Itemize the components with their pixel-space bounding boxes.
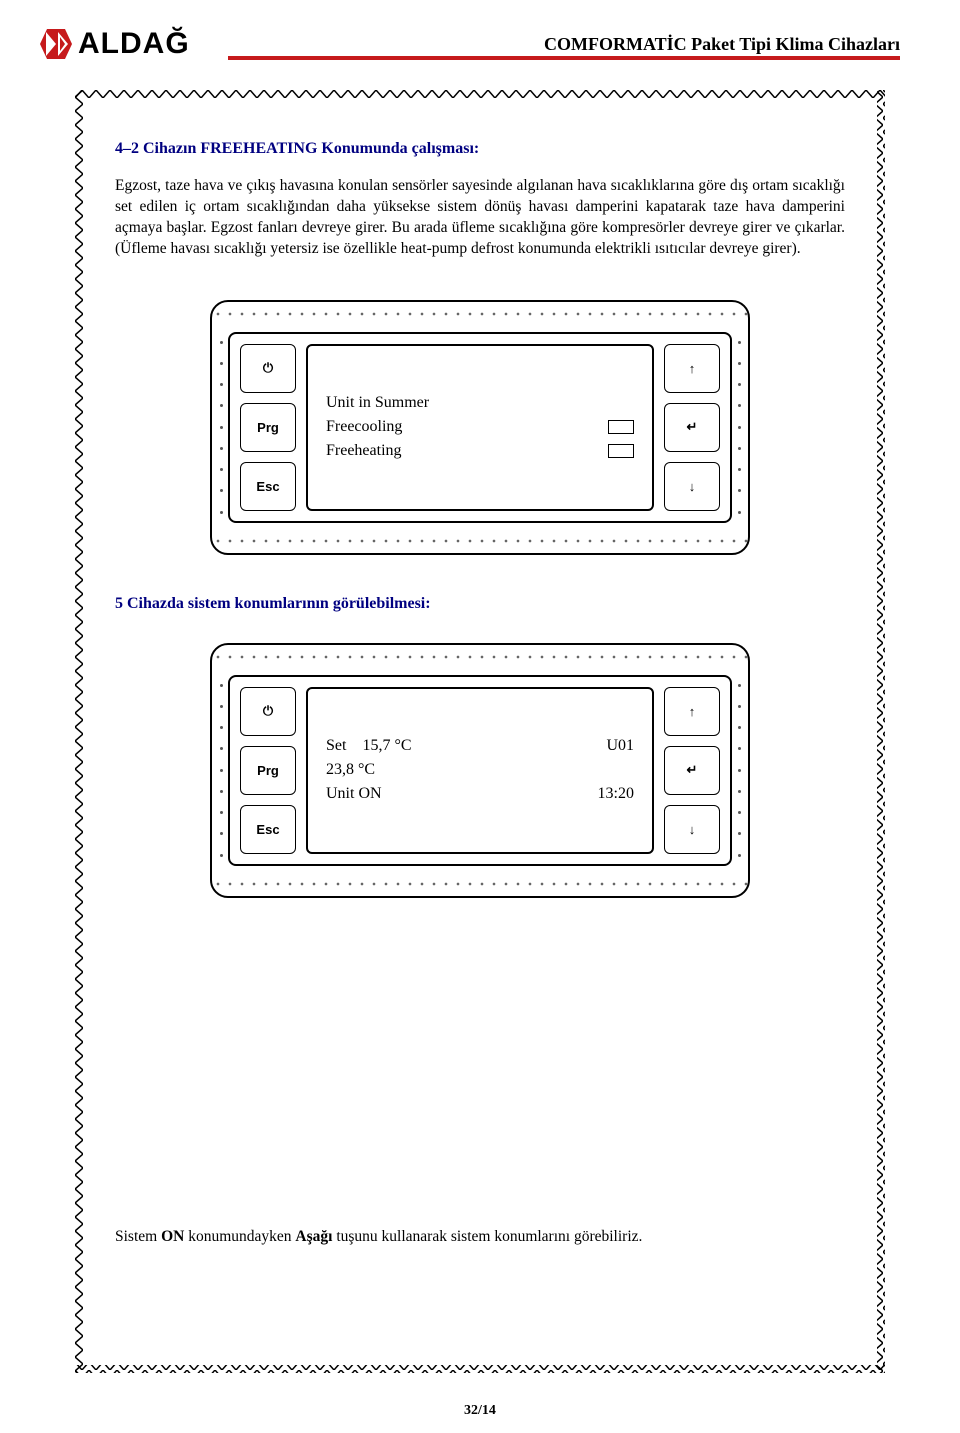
screen-line: Unit in Summer (326, 391, 429, 415)
power-button[interactable]: ⏻ (240, 344, 296, 393)
down-button[interactable]: ↓ (664, 805, 720, 854)
lcd-screen-1: Unit in Summer Freecooling Freeheating (306, 344, 654, 511)
up-button[interactable]: ↑ (664, 344, 720, 393)
prg-button[interactable]: Prg (240, 403, 296, 452)
down-button[interactable]: ↓ (664, 462, 720, 511)
screen-line: Freecooling (326, 415, 402, 439)
right-button-column: ↑ ↵ ↓ (664, 344, 720, 511)
section-heading-2: 5 Cihazda sistem konumlarının görülebilm… (115, 595, 845, 613)
screen-value: 13:20 (598, 782, 634, 806)
logo: ALDAĞ (40, 27, 190, 61)
text-span: Sistem (115, 1228, 161, 1245)
page-number: 32/14 (0, 1403, 960, 1419)
esc-button[interactable]: Esc (240, 462, 296, 511)
controller-panel-2: ⏻ Prg Esc Set 15,7 °C U01 23,8 °C Unit ON… (210, 643, 750, 898)
logo-icon (40, 29, 72, 59)
device-figure-2: ⏻ Prg Esc Set 15,7 °C U01 23,8 °C Unit ON… (115, 643, 845, 898)
checkbox-indicator (608, 444, 634, 458)
device-figure-1: ⏻ Prg Esc Unit in Summer Freecooling Fre… (115, 300, 845, 555)
enter-button[interactable]: ↵ (664, 403, 720, 452)
section-heading-1: 4–2 Cihazın FREEHEATING Konumunda çalışm… (115, 140, 845, 158)
bold-down: Aşağı (295, 1228, 332, 1245)
prg-button[interactable]: Prg (240, 746, 296, 795)
right-button-column: ↑ ↵ ↓ (664, 687, 720, 854)
screen-line: 23,8 °C (326, 758, 375, 782)
screen-value: U01 (606, 734, 634, 758)
content-area: 4–2 Cihazın FREEHEATING Konumunda çalışm… (75, 90, 885, 1266)
text-span: konumundayken (184, 1228, 295, 1245)
screen-line: Unit ON (326, 782, 382, 806)
text-span: tuşunu kullanarak sistem konumlarını gör… (332, 1228, 642, 1245)
paragraph-2: Sistem ON konumundayken Aşağı tuşunu kul… (115, 1228, 845, 1246)
screen-line: Set 15,7 °C (326, 734, 412, 758)
left-button-column: ⏻ Prg Esc (240, 344, 296, 511)
document-title: COMFORMATİC Paket Tipi Klima Cihazları (190, 34, 920, 55)
left-button-column: ⏻ Prg Esc (240, 687, 296, 854)
lcd-screen-2: Set 15,7 °C U01 23,8 °C Unit ON 13:20 (306, 687, 654, 854)
esc-button[interactable]: Esc (240, 805, 296, 854)
logo-text: ALDAĞ (78, 27, 190, 61)
bold-on: ON (161, 1228, 184, 1245)
enter-button[interactable]: ↵ (664, 746, 720, 795)
up-button[interactable]: ↑ (664, 687, 720, 736)
power-button[interactable]: ⏻ (240, 687, 296, 736)
checkbox-indicator (608, 420, 634, 434)
screen-line: Freeheating (326, 439, 402, 463)
title-underline (228, 56, 900, 60)
paragraph-1: Egzost, taze hava ve çıkış havasına konu… (115, 176, 845, 260)
controller-panel-1: ⏻ Prg Esc Unit in Summer Freecooling Fre… (210, 300, 750, 555)
